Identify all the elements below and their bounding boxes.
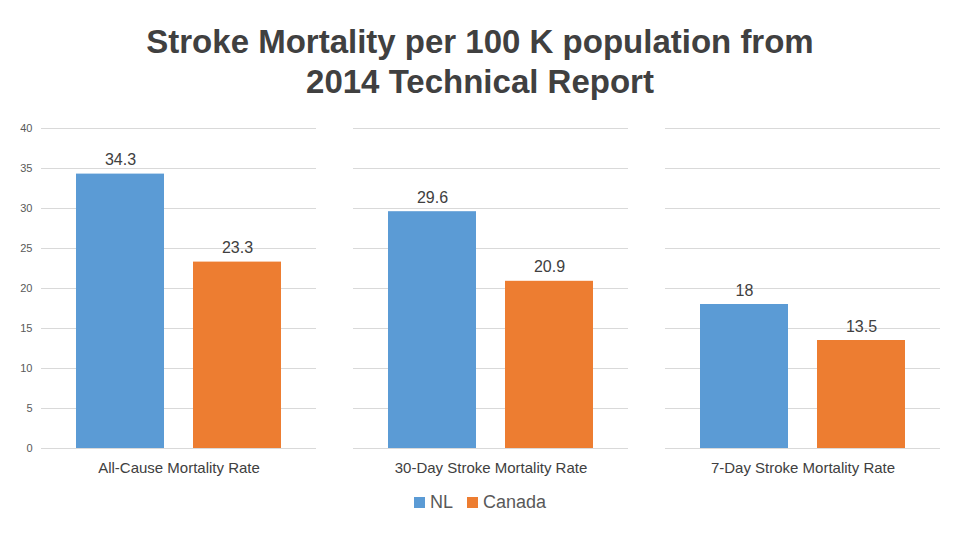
svg-text:20: 20 — [20, 282, 32, 294]
svg-text:10: 10 — [20, 362, 32, 374]
svg-text:30: 30 — [20, 202, 32, 214]
svg-text:20.9: 20.9 — [534, 258, 565, 275]
svg-text:18: 18 — [736, 282, 754, 299]
svg-text:40: 40 — [20, 122, 32, 134]
svg-text:23.3: 23.3 — [222, 239, 253, 256]
svg-text:15: 15 — [20, 322, 32, 334]
svg-text:5: 5 — [26, 402, 32, 414]
svg-text:35: 35 — [20, 162, 32, 174]
svg-text:30-Day Stroke Mortality Rate: 30-Day Stroke Mortality Rate — [395, 459, 588, 476]
svg-text:25: 25 — [20, 242, 32, 254]
svg-text:29.6: 29.6 — [417, 189, 448, 206]
html-text:NL: NL — [430, 492, 453, 512]
svg-text:7-Day Stroke Mortality Rate: 7-Day Stroke Mortality Rate — [711, 459, 895, 476]
html-text:Canada: Canada — [483, 492, 546, 512]
html-text:Stroke Mortality per 100 K pop: Stroke Mortality per 100 K population fr… — [146, 23, 814, 100]
svg-text:0: 0 — [26, 442, 32, 454]
svg-text:13.5: 13.5 — [846, 318, 877, 335]
svg-text:34.3: 34.3 — [105, 151, 136, 168]
svg-text:All-Cause Mortality Rate: All-Cause Mortality Rate — [98, 459, 260, 476]
